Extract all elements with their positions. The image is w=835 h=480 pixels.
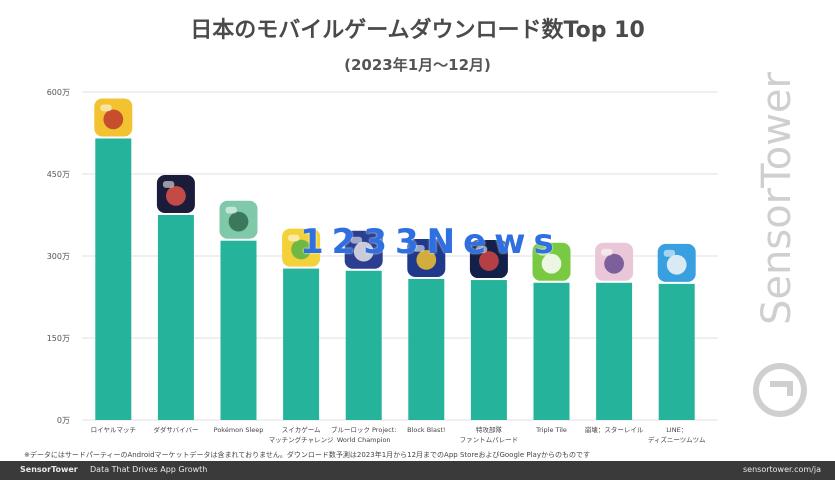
chart-title: 日本のモバイルゲームダウンロード数Top 10 xyxy=(190,18,645,43)
y-tick-label: 150万 xyxy=(47,334,70,343)
y-tick-label: 0万 xyxy=(57,416,70,425)
x-tick-label: ブルーロック Project: xyxy=(331,425,397,434)
watermark-text: SensorTower xyxy=(754,71,800,325)
bluelock-icon xyxy=(344,230,383,269)
phantom-parade-icon xyxy=(469,240,508,279)
bar xyxy=(408,278,445,420)
bar-chart: 0万 150万 300万 450万 600万 ロイヤルマッチ ダダサバイバー Pokémon… xyxy=(47,88,718,444)
x-tick-label: World Champion xyxy=(337,436,391,444)
x-tick-label: Triple Tile xyxy=(535,426,567,434)
y-tick-label: 300万 xyxy=(47,252,70,261)
x-tick-label: ディズニーツムツム xyxy=(648,435,706,444)
dadasurvivor-icon xyxy=(156,175,195,213)
sensor-tower-watermark: SensorTower xyxy=(753,71,807,417)
tsumtsum-icon xyxy=(657,243,696,282)
footer-tagline: Data That Drives App Growth xyxy=(90,465,208,474)
bar xyxy=(533,282,570,420)
x-tick-label: 特攻部隊 xyxy=(476,425,503,434)
royal-match-icon xyxy=(94,98,133,137)
x-tick-label: 崩壊：スターレイル xyxy=(585,425,644,434)
bar xyxy=(470,280,507,420)
bar xyxy=(157,215,194,420)
y-tick-label: 450万 xyxy=(47,170,70,179)
x-tick-label: Pokémon Sleep xyxy=(214,426,264,434)
x-tick-label: Block Blast! xyxy=(407,426,445,434)
x-tick-label: ロイヤルマッチ xyxy=(91,426,136,434)
triple-tile-icon xyxy=(532,242,571,281)
x-tick-label: スイカゲーム xyxy=(282,425,321,434)
y-tick-label: 600万 xyxy=(47,88,70,97)
star-rail-icon xyxy=(595,242,634,281)
footnote: ※データにはサードパーティーのAndroidマーケットデータは含まれておりません… xyxy=(24,451,590,459)
footer-url[interactable]: sensortower.com/ja xyxy=(742,465,821,474)
chart-subtitle: (2023年1月〜12月) xyxy=(344,56,491,74)
footer-brand: SensorTower xyxy=(20,465,78,474)
footer-bar: SensorTower Data That Drives App Growth … xyxy=(0,461,835,480)
bar xyxy=(345,270,382,420)
pokemon-sleep-icon xyxy=(219,200,258,239)
bar xyxy=(283,268,320,420)
x-tick-label: ダダサバイバー xyxy=(153,425,198,434)
bar xyxy=(220,240,257,420)
overlay-watermark-text: 1233News xyxy=(300,222,562,262)
block-blast-icon xyxy=(407,238,446,277)
bar xyxy=(596,282,633,420)
bar xyxy=(658,283,695,420)
x-tick-label: ファントムパレード xyxy=(460,436,519,444)
bar xyxy=(95,138,132,420)
x-tick-label: マッチングチャレンジ xyxy=(269,435,334,444)
x-tick-label: LINE： xyxy=(666,426,687,434)
sensor-tower-logo-icon xyxy=(753,363,807,417)
suika-game-icon xyxy=(282,228,321,267)
